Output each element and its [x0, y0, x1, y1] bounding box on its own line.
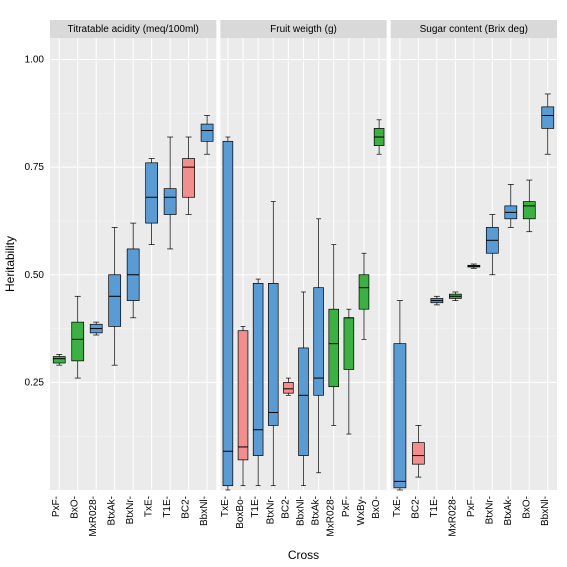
box	[164, 189, 176, 215]
x-tick-label: T1E-	[429, 496, 440, 518]
x-tick-label: PxF-	[466, 496, 477, 517]
x-tick-label: BbxNl-	[540, 496, 551, 526]
x-tick-label: MxR028-	[326, 496, 337, 537]
x-tick-label: TxE-	[220, 496, 231, 517]
x-tick-label: T1E-	[250, 496, 261, 518]
x-tick-label: BtxAk-	[107, 496, 118, 525]
x-tick-label: BxO-	[521, 496, 532, 519]
box	[412, 443, 424, 465]
box	[223, 141, 233, 485]
x-tick-label: BoxBo-	[235, 496, 246, 529]
box	[238, 331, 248, 460]
box	[314, 288, 324, 396]
box	[394, 344, 406, 488]
y-tick-label: 1.00	[25, 55, 45, 66]
y-axis-title: Heritability	[3, 236, 17, 292]
x-tick-label: BtxNr-	[125, 496, 136, 524]
y-tick-label: 0.50	[25, 270, 45, 281]
x-tick-label: TxE-	[392, 496, 403, 517]
x-tick-label: BtxAk-	[311, 496, 322, 525]
box	[283, 382, 293, 393]
box	[53, 357, 65, 363]
x-axis-title: Cross	[288, 548, 319, 562]
box	[299, 348, 309, 456]
facet-label: Fruit weigth (g)	[270, 24, 337, 35]
box	[183, 159, 195, 198]
x-tick-label: BxO-	[371, 496, 382, 519]
x-tick-label: BtxNr-	[265, 496, 276, 524]
x-tick-label: TxE-	[144, 496, 155, 517]
facet-label: Titratable acidity (meq/100ml)	[67, 24, 198, 35]
x-tick-label: PxF-	[51, 496, 62, 517]
box	[268, 283, 278, 425]
x-tick-label: PxF-	[341, 496, 352, 517]
x-tick-label: T1E-	[162, 496, 173, 518]
box	[523, 202, 535, 219]
y-tick-label: 0.75	[25, 162, 45, 173]
box	[542, 107, 554, 129]
box	[109, 275, 121, 327]
x-tick-label: MxR028-	[88, 496, 99, 537]
x-tick-label: BC2-	[181, 496, 192, 519]
x-tick-label: BbxNl-	[296, 496, 307, 526]
x-tick-label: WxBy-	[356, 496, 367, 525]
x-tick-label: BbxNl-	[199, 496, 210, 526]
box	[201, 124, 213, 141]
x-tick-label: BtxNr-	[484, 496, 495, 524]
box	[329, 309, 339, 386]
x-tick-label: MxR028-	[447, 496, 458, 537]
heritability-boxplot: Heritability 0.25 0.50 0.75 1.00 Titratable a…	[0, 0, 567, 567]
x-tick-label: BtxAk-	[503, 496, 514, 525]
box	[72, 322, 84, 361]
y-tick-label: 0.25	[25, 377, 45, 388]
box	[359, 275, 369, 309]
x-tick-label: BxO-	[70, 496, 81, 519]
x-tick-label: BC2-	[280, 496, 291, 519]
x-tick-label: BC2-	[410, 496, 421, 519]
facet-label: Sugar content (Brix deg)	[420, 24, 528, 35]
box	[344, 318, 354, 370]
box	[146, 163, 158, 223]
